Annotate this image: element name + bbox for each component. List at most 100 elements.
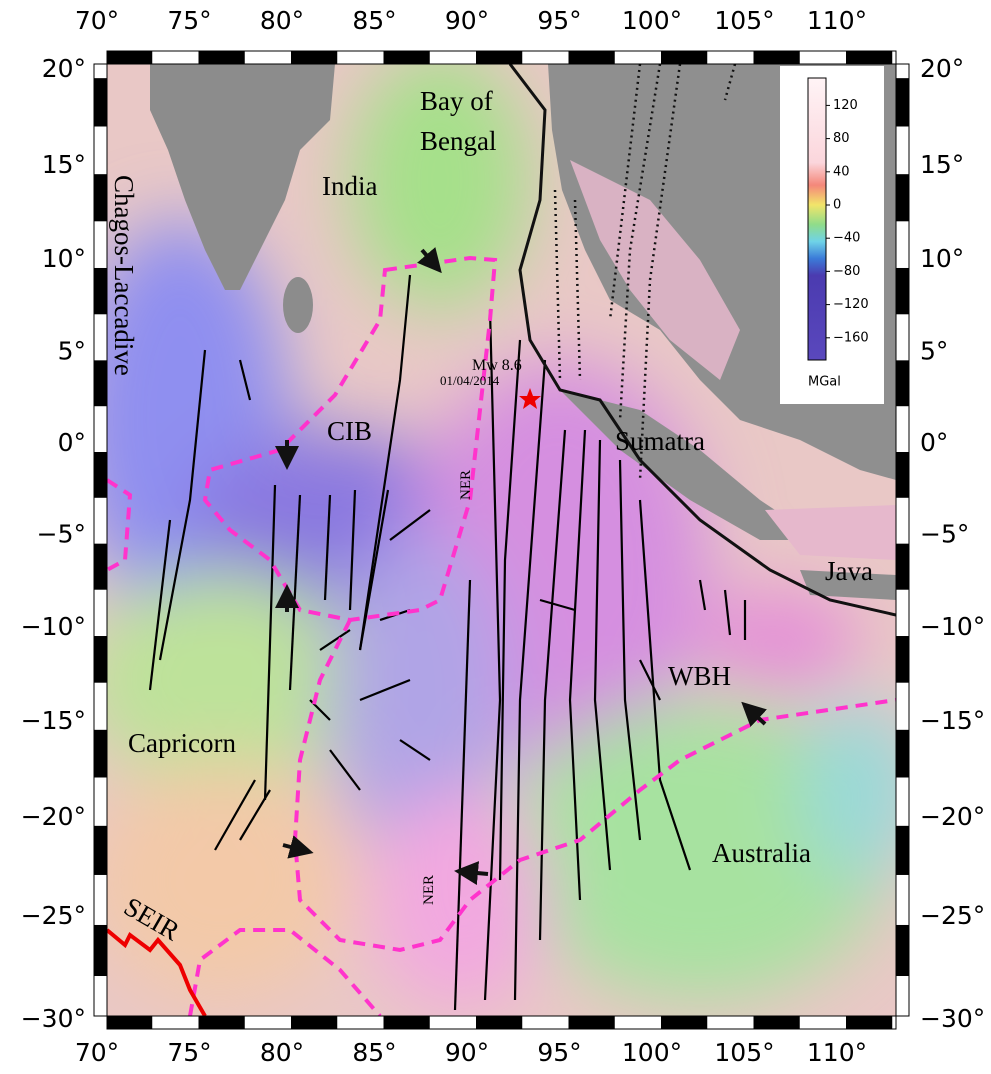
colorbar-tick-label: 40 — [833, 164, 850, 179]
lat-tick-label: −20° — [920, 802, 985, 831]
lat-tick-label: 20° — [42, 54, 86, 83]
colorbar-unit: MGal — [808, 375, 841, 390]
lat-tick-label: 15° — [42, 150, 86, 179]
lon-tick-label: 95° — [537, 1038, 581, 1067]
lat-tick-label: 15° — [920, 150, 964, 179]
frame-block — [661, 1016, 707, 1029]
lon-tick-label: 85° — [352, 1038, 396, 1067]
frame-block — [896, 452, 909, 498]
frame-block — [94, 78, 107, 126]
lon-tick-label: 70° — [75, 1038, 119, 1067]
lat-tick-label: −30° — [21, 1004, 86, 1033]
frame-block — [107, 51, 152, 64]
lon-tick-label: 90° — [445, 6, 489, 35]
frame-block — [291, 51, 337, 64]
lat-tick-label: 10° — [42, 244, 86, 273]
lon-tick-label: 90° — [445, 1038, 489, 1067]
frame-block — [569, 51, 615, 64]
frame-block — [896, 268, 909, 314]
frame-block — [94, 826, 107, 875]
frame-block — [291, 1016, 337, 1029]
place-label: Australia — [712, 838, 811, 868]
frame-block — [569, 1016, 615, 1029]
frame-block — [896, 636, 909, 683]
lon-tick-label: 85° — [352, 6, 396, 35]
frame-block — [384, 1016, 430, 1029]
place-label: NER — [421, 875, 437, 905]
place-label: Chagos-Laccadive — [109, 175, 139, 376]
colorbar-tick-label: −80 — [833, 264, 860, 279]
lat-tick-label: −5° — [920, 520, 969, 549]
colorbar-tick-label: 120 — [833, 98, 858, 113]
lat-tick-label: −30° — [920, 1004, 985, 1033]
lon-tick-label: 100° — [622, 1038, 682, 1067]
lon-tick-label: 110° — [807, 1038, 867, 1067]
frame-block — [94, 544, 107, 590]
quake-date: 01/04/2014 — [440, 373, 500, 388]
frame-block — [94, 268, 107, 314]
lon-tick-label: 110° — [807, 6, 867, 35]
lon-tick-label: 100° — [622, 6, 682, 35]
frame-block — [754, 51, 800, 64]
colorbar-box — [780, 66, 884, 404]
lon-tick-label: 95° — [537, 6, 581, 35]
lat-tick-label: 0° — [58, 428, 86, 457]
lat-tick-label: −10° — [920, 612, 985, 641]
lat-tick-label: 5° — [58, 336, 86, 365]
place-label: NER — [458, 470, 474, 500]
lon-tick-label: 75° — [167, 1038, 211, 1067]
colorbar-tick-label: −120 — [833, 297, 869, 312]
lat-tick-label: −5° — [37, 520, 86, 549]
frame-block — [896, 360, 909, 406]
frame-block — [94, 925, 107, 976]
colorbar-tick-label: 80 — [833, 131, 850, 146]
lat-tick-label: −15° — [21, 706, 86, 735]
frame-block — [476, 51, 522, 64]
lon-tick-label: 80° — [260, 1038, 304, 1067]
frame-block — [384, 51, 430, 64]
frame-block — [896, 544, 909, 590]
place-label: Java — [825, 556, 873, 586]
lon-tick-label: 75° — [167, 6, 211, 35]
lat-tick-label: −25° — [920, 901, 985, 930]
frame-block — [896, 174, 909, 221]
map-figure: MGal 120 80 40 0 −40 −80 −120 −160 Bay of Benga… — [0, 0, 991, 1074]
colorbar-tick-label: 0 — [833, 198, 841, 213]
lat-tick-label: 10° — [920, 244, 964, 273]
lon-tick-label: 105° — [714, 6, 774, 35]
lat-tick-label: −15° — [920, 706, 985, 735]
lat-tick-label: 20° — [920, 54, 964, 83]
place-label: Capricorn — [128, 728, 236, 758]
frame-block — [199, 1016, 245, 1029]
lat-tick-label: 0° — [920, 428, 948, 457]
place-label: Bengal — [420, 126, 496, 156]
frame-block — [94, 636, 107, 683]
frame-block — [94, 452, 107, 498]
lat-tick-label: −25° — [21, 901, 86, 930]
frame-block — [94, 174, 107, 221]
colorbar-tick-label: −40 — [833, 231, 860, 246]
place-label: WBH — [668, 661, 731, 691]
frame-block — [896, 78, 909, 126]
frame-block — [896, 826, 909, 875]
frame-block — [199, 51, 245, 64]
place-label: Bay of — [420, 86, 493, 116]
frame-block — [896, 730, 909, 778]
place-label: CIB — [327, 416, 372, 446]
lon-tick-label: 80° — [260, 6, 304, 35]
lon-tick-label: 70° — [75, 6, 119, 35]
colorbar-tick-label: −160 — [833, 330, 869, 345]
lat-tick-label: −10° — [21, 612, 86, 641]
lat-tick-label: 5° — [920, 336, 948, 365]
colorbar — [808, 78, 826, 360]
frame-block — [754, 1016, 800, 1029]
place-label: India — [322, 171, 377, 201]
lat-tick-label: −20° — [21, 802, 86, 831]
frame-block — [846, 1016, 892, 1029]
frame-block — [94, 730, 107, 778]
frame-block — [94, 360, 107, 406]
frame-block — [896, 925, 909, 976]
frame-block — [846, 51, 892, 64]
quake-label: Mw 8.6 — [472, 357, 522, 374]
place-label: Sumatra — [615, 426, 705, 456]
